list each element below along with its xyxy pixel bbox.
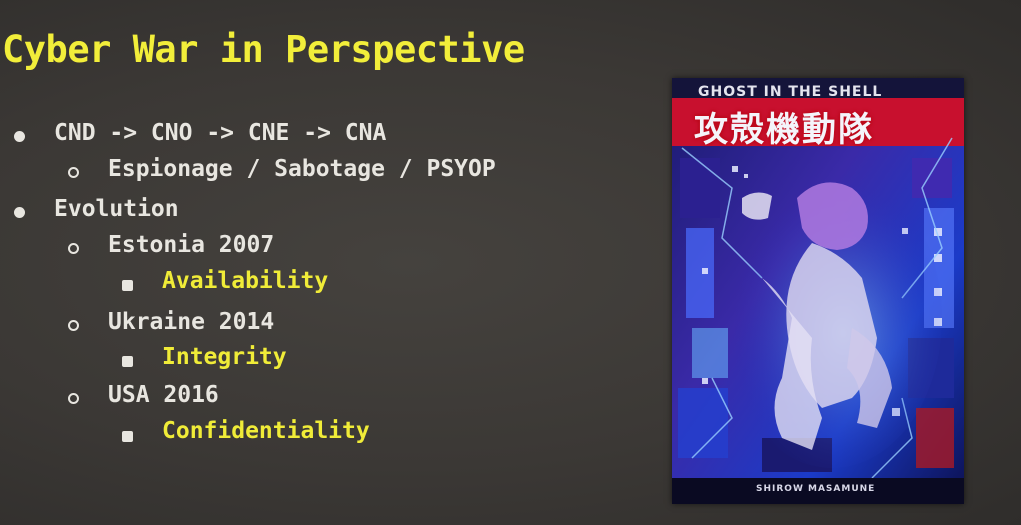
bullet-disc-marker: [14, 131, 25, 142]
bullet-item: Estonia 2007: [108, 232, 275, 258]
cover-title: GHOST IN THE SHELL: [698, 84, 883, 100]
bullet-item: CND -> CNO -> CNE -> CNA: [54, 120, 387, 146]
slide-title: Cyber War in Perspective: [2, 28, 525, 71]
bullet-circle-marker: [68, 167, 79, 178]
bullet-item: Evolution: [54, 196, 179, 222]
bullet-item: Espionage / Sabotage / PSYOP: [108, 156, 496, 182]
bullet-item-highlight: Integrity: [162, 344, 287, 370]
bullet-item-highlight: Confidentiality: [162, 418, 370, 444]
manga-cover-image: GHOST IN THE SHELL 攻殻機動隊 SHIROW MASAMUNE: [672, 78, 964, 504]
bullet-square-marker: [122, 431, 133, 442]
cover-artwork: [672, 78, 964, 504]
bullet-circle-marker: [68, 243, 79, 254]
bullet-item: Ukraine 2014: [108, 309, 275, 335]
cover-author: SHIROW MASAMUNE: [756, 484, 876, 494]
bullet-square-marker: [122, 356, 133, 367]
bullet-disc-marker: [14, 207, 25, 218]
bullet-item: USA 2016: [108, 382, 219, 408]
bullet-circle-marker: [68, 320, 79, 331]
cover-kanji-title: 攻殻機動隊: [694, 110, 874, 150]
bullet-circle-marker: [68, 393, 79, 404]
bullet-item-highlight: Availability: [162, 268, 329, 294]
bullet-square-marker: [122, 280, 133, 291]
